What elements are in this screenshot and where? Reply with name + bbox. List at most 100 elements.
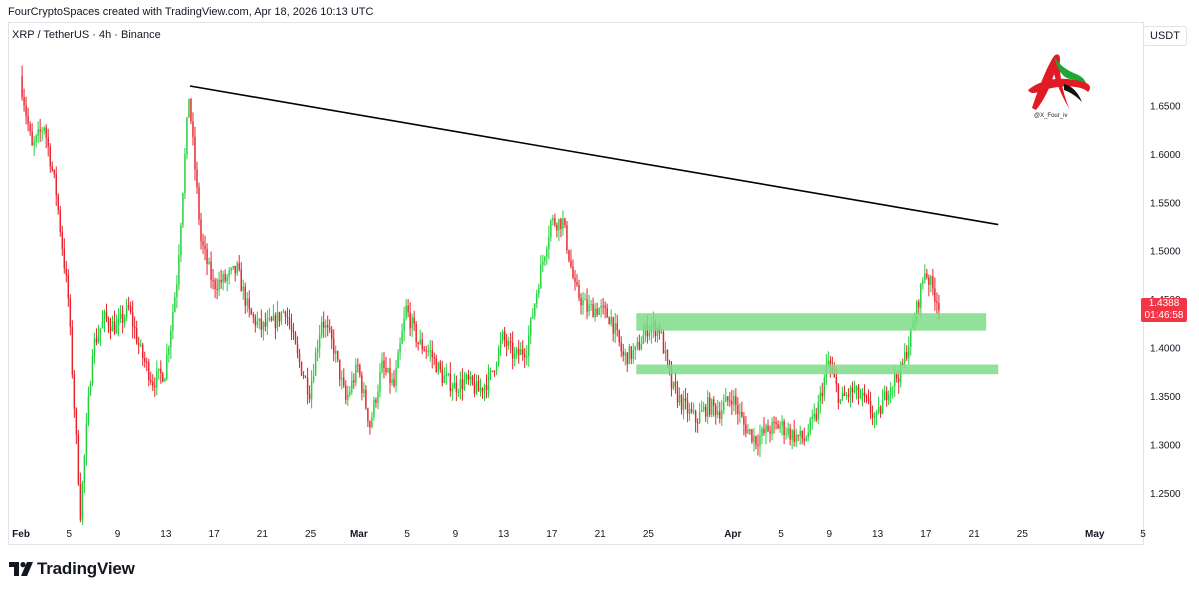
candle [552,214,554,226]
candle-body [43,127,45,132]
candle [706,390,709,424]
candle-body [202,241,204,246]
candle-body [509,341,512,343]
candle-body [288,317,291,325]
candle-body [170,330,172,348]
candle-body [393,379,395,386]
candle-body [893,373,896,387]
tradingview-brand[interactable]: TradingView [9,558,135,580]
candle [616,314,618,337]
candle [89,380,92,397]
candle-body [847,395,850,397]
candle-body [741,411,743,417]
candle [717,399,719,419]
candle-body [437,362,439,373]
candle [246,292,248,313]
candle-body [204,245,206,249]
candle-body [560,218,562,229]
candle [550,218,552,242]
candle-body [457,391,460,393]
candle [399,337,401,360]
candle [680,393,683,415]
candle [407,299,409,318]
candle [391,372,393,387]
time-axis: Feb 5 9 13 17 21 25 Mar 5 9 13 17 21 25 Apr 5 9 13 17 21 25 M… [12,529,1146,540]
x-tick-label: 21 [969,529,981,540]
candle-body [292,331,295,334]
candle [224,269,226,284]
y-tick-label: 1.5500 [1150,198,1181,209]
candle-body [895,373,898,379]
candle [109,317,112,340]
candle [934,277,936,311]
currency-button[interactable]: USDT [1143,26,1187,46]
x-tick-label: 25 [1017,529,1029,540]
candle [143,351,146,368]
symbol-title[interactable]: XRP / TetherUS · 4h · Binance [12,29,161,41]
candle-body [196,169,198,188]
candle-body [403,318,405,332]
candle [741,401,743,418]
candle [113,310,116,335]
candle-body [554,218,556,225]
candle-body [395,367,397,386]
candle-body [63,248,66,269]
candle-body [230,268,232,271]
candle [745,415,747,438]
trendline-layer [189,85,999,226]
candle [61,225,64,256]
candle-body [791,430,793,440]
candle [29,121,31,136]
candle-body [349,391,351,395]
candle [170,324,172,360]
bar-countdown: 01:46:58 [1144,310,1184,321]
candle [75,407,78,445]
candle-body [853,390,856,392]
candle-body [837,384,840,403]
candle-body [694,411,697,423]
candle-body [879,406,882,414]
candle-body [773,421,775,423]
candle [801,430,803,445]
candle [684,388,687,410]
candle [328,319,331,334]
candle-body [530,317,532,336]
candle [31,123,33,146]
candle [385,356,387,376]
candle [244,282,246,314]
candle-body [618,330,620,343]
candle-body [53,169,55,175]
y-tick-label: 1.4000 [1150,344,1181,355]
candle-body [849,387,852,397]
candle [137,336,140,355]
candle-body [799,430,801,437]
candle [906,345,908,361]
candle-body [337,350,339,360]
candle-body [423,349,425,351]
candle-body [443,376,446,383]
candle [922,276,924,290]
candle [815,407,817,423]
candle-body [505,340,508,346]
candle-body [737,405,739,414]
candle [841,386,844,402]
candle-body [226,276,228,281]
candle-body [680,395,683,410]
candle [401,323,403,345]
candle [475,374,478,395]
candle-body [463,380,466,390]
candle-body [761,428,763,436]
candle [729,392,731,407]
candle-body [731,401,733,405]
candle-body [375,399,377,403]
candle-body [674,381,677,387]
candle-body [264,322,267,327]
chart-credit: FourCryptoSpaces created with TradingVie… [8,6,374,18]
candle-body [296,343,299,354]
candle [222,270,224,291]
chart-pane[interactable] [8,22,1144,545]
candle [351,371,353,396]
candle-body [232,265,234,269]
candle-body [419,339,421,344]
